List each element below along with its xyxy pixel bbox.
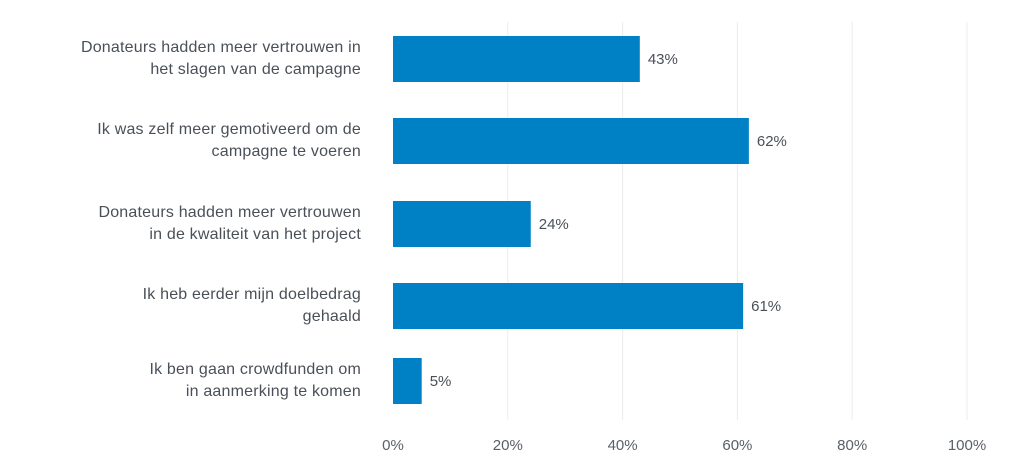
value-label: 5% [430,373,452,390]
category-label-line: in aanmerking te komen [186,383,361,400]
value-label: 24% [539,216,569,233]
category-label: Ik was zelf meer gemotiveerd om de campag… [97,121,361,160]
category-label-line: Ik was zelf meer gemotiveerd om de [97,121,361,138]
category-label: Donateurs hadden meer vertrouwen in de kw… [98,204,361,243]
category-label-line: gehaald [303,308,361,325]
grid-lines [507,22,968,420]
category-label: Donateurs hadden meer vertrouwen in het s… [81,39,361,78]
category-label-line: Donateurs hadden meer vertrouwen [98,204,361,221]
category-label-line: in de kwaliteit van het project [149,226,361,243]
value-label: 61% [751,298,781,315]
bars [393,36,749,404]
x-axis-ticks: 0% 20% 40% 60% 80% 100% [382,437,986,454]
category-label: Ik ben gaan crowdfunden om in aanmerking … [149,361,361,400]
x-tick-label: 40% [608,437,638,454]
category-label-line: het slagen van de campagne [150,61,361,78]
x-tick-label: 20% [493,437,523,454]
bar [393,283,744,329]
category-label-line: Ik heb eerder mijn doelbedrag [143,286,361,303]
value-label: 43% [648,51,678,68]
x-tick-label: 0% [382,437,404,454]
category-label-line: Ik ben gaan crowdfunden om [149,361,361,378]
bar [393,358,422,404]
value-label: 62% [757,133,787,150]
bar [393,201,531,247]
value-labels: 43% 62% 24% 61% 5% [430,51,787,390]
category-label: Ik heb eerder mijn doelbedrag gehaald [143,286,361,325]
category-label-line: campagne te voeren [212,143,361,160]
bar [393,36,640,82]
x-tick-label: 60% [722,437,752,454]
category-label-line: Donateurs hadden meer vertrouwen in [81,39,361,56]
x-tick-label: 100% [948,437,986,454]
bar [393,118,749,164]
x-tick-label: 80% [837,437,867,454]
category-labels: Donateurs hadden meer vertrouwen in het s… [81,39,361,400]
